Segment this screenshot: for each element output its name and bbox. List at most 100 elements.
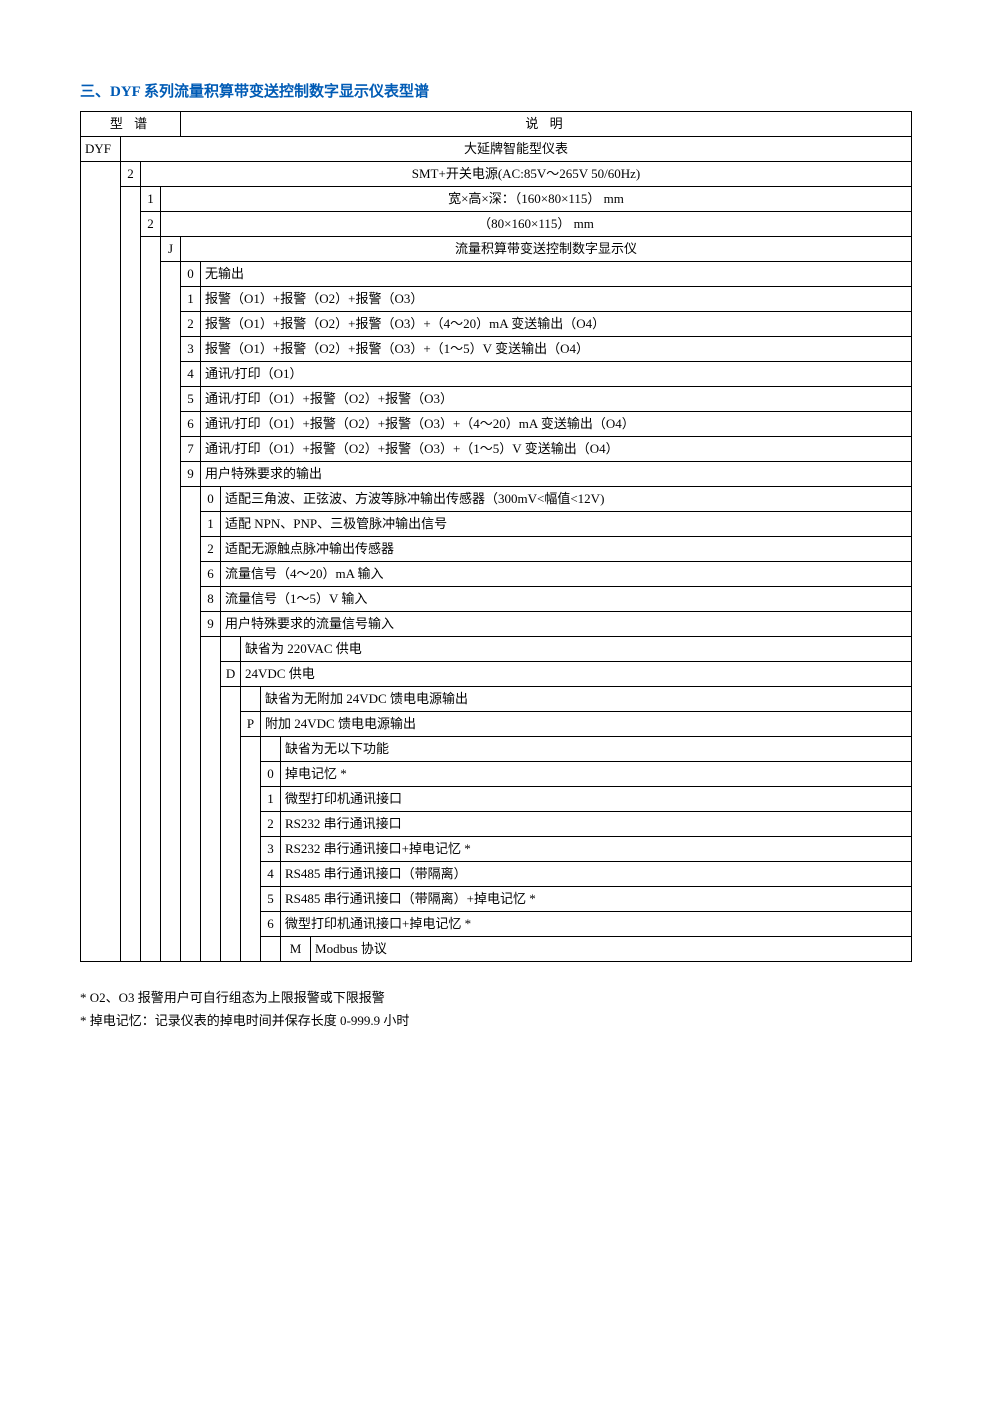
- blank-cell: [141, 887, 161, 912]
- table-row: 型 谱 说 明: [81, 112, 912, 137]
- blank-cell: [241, 812, 261, 837]
- blank-cell: [161, 612, 181, 637]
- header-model: 型 谱: [81, 112, 181, 137]
- blank-cell: [241, 737, 261, 762]
- blank-cell: [201, 762, 221, 787]
- blank-cell: [221, 812, 241, 837]
- blank-cell: [201, 887, 221, 912]
- blank-cell: [161, 487, 181, 512]
- blank-cell: [241, 837, 261, 862]
- table-row: 0 无输出: [81, 262, 912, 287]
- blank-cell: [241, 912, 261, 937]
- table-row: 4 通讯/打印（O1）: [81, 362, 912, 387]
- blank-cell: [161, 712, 181, 737]
- blank-cell: [141, 662, 161, 687]
- blank-cell: [201, 687, 221, 712]
- table-row: 2 （80×160×115） mm: [81, 212, 912, 237]
- blank-cell: [181, 937, 201, 962]
- code-cell: 5: [181, 387, 201, 412]
- blank-cell: [141, 287, 161, 312]
- table-row: 2 适配无源触点脉冲输出传感器: [81, 537, 912, 562]
- blank-cell: [201, 812, 221, 837]
- blank-cell: [141, 737, 161, 762]
- blank-cell: [161, 362, 181, 387]
- blank-cell: [81, 312, 121, 337]
- code-cell: 6: [201, 562, 221, 587]
- code-cell: M: [281, 937, 311, 962]
- blank-cell: [181, 862, 201, 887]
- blank-cell: [121, 362, 141, 387]
- desc-cell: 流量信号（1～5）V 输入: [221, 587, 912, 612]
- blank-cell: [81, 512, 121, 537]
- table-row: 6 流量信号（4～20）mA 输入: [81, 562, 912, 587]
- blank-cell: [141, 812, 161, 837]
- blank-cell: [141, 412, 161, 437]
- blank-cell: [141, 262, 161, 287]
- code-cell: 3: [181, 337, 201, 362]
- blank-cell: [181, 712, 201, 737]
- blank-cell: [81, 687, 121, 712]
- desc-cell: 报警（O1）+报警（O2）+报警（O3）+（4～20）mA 变送输出（O4）: [201, 312, 912, 337]
- desc-cell: 微型打印机通讯接口: [281, 787, 912, 812]
- desc-cell: （80×160×115） mm: [161, 212, 912, 237]
- desc-cell: 缺省为无附加 24VDC 馈电电源输出: [261, 687, 912, 712]
- blank-cell: [121, 387, 141, 412]
- blank-cell: [121, 237, 141, 262]
- blank-cell: [141, 537, 161, 562]
- blank-cell: [161, 887, 181, 912]
- code-cell: 5: [261, 887, 281, 912]
- blank-cell: [121, 512, 141, 537]
- blank-cell: [201, 637, 221, 662]
- blank-cell: [81, 862, 121, 887]
- blank-cell: [81, 837, 121, 862]
- blank-cell: [141, 237, 161, 262]
- code-cell: 9: [201, 612, 221, 637]
- code-cell: [261, 737, 281, 762]
- blank-cell: [181, 662, 201, 687]
- blank-cell: [241, 937, 261, 962]
- desc-cell: 适配无源触点脉冲输出传感器: [221, 537, 912, 562]
- blank-cell: [121, 787, 141, 812]
- notes-section: * O2、O3 报警用户可自行组态为上限报警或下限报警 * 掉电记忆：记录仪表的…: [80, 986, 912, 1033]
- table-row: P 附加 24VDC 馈电电源输出: [81, 712, 912, 737]
- blank-cell: [161, 762, 181, 787]
- desc-cell: RS232 串行通讯接口: [281, 812, 912, 837]
- blank-cell: [201, 787, 221, 812]
- code-cell: 2: [141, 212, 161, 237]
- blank-cell: [121, 912, 141, 937]
- section-title: 三、DYF 系列流量积算带变送控制数字显示仪表型谱: [80, 80, 912, 101]
- blank-cell: [201, 912, 221, 937]
- blank-cell: [181, 562, 201, 587]
- table-row: 6 通讯/打印（O1）+报警（O2）+报警（O3）+（4～20）mA 变送输出（…: [81, 412, 912, 437]
- blank-cell: [161, 437, 181, 462]
- blank-cell: [241, 787, 261, 812]
- blank-cell: [161, 787, 181, 812]
- table-row: 1 宽×高×深：（160×80×115） mm: [81, 187, 912, 212]
- table-row: 9 用户特殊要求的流量信号输入: [81, 612, 912, 637]
- code-cell: 1: [141, 187, 161, 212]
- blank-cell: [121, 287, 141, 312]
- code-cell: 4: [181, 362, 201, 387]
- code-cell: 8: [201, 587, 221, 612]
- code-cell: [221, 637, 241, 662]
- blank-cell: [81, 762, 121, 787]
- code-cell: 6: [261, 912, 281, 937]
- blank-cell: [221, 887, 241, 912]
- desc-cell: 通讯/打印（O1）+报警（O2）+报警（O3）: [201, 387, 912, 412]
- desc-cell: 用户特殊要求的输出: [201, 462, 912, 487]
- blank-cell: [81, 262, 121, 287]
- blank-cell: [81, 387, 121, 412]
- blank-cell: [121, 337, 141, 362]
- blank-cell: [161, 662, 181, 687]
- blank-cell: [161, 262, 181, 287]
- blank-cell: [141, 837, 161, 862]
- table-row: 0 适配三角波、正弦波、方波等脉冲输出传感器（300mV<幅值<12V): [81, 487, 912, 512]
- blank-cell: [161, 287, 181, 312]
- blank-cell: [181, 687, 201, 712]
- blank-cell: [141, 862, 161, 887]
- note-line: * O2、O3 报警用户可自行组态为上限报警或下限报警: [80, 986, 912, 1009]
- desc-cell: 适配 NPN、PNP、三极管脉冲输出信号: [221, 512, 912, 537]
- table-row: 6 微型打印机通讯接口+掉电记忆 *: [81, 912, 912, 937]
- blank-cell: [221, 862, 241, 887]
- code-cell: 0: [181, 262, 201, 287]
